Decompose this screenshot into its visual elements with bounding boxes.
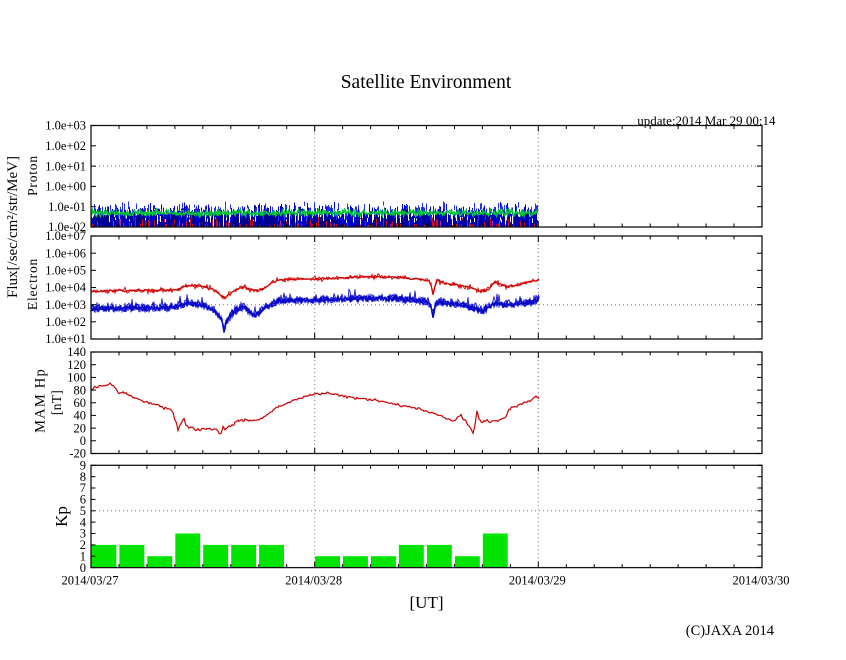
svg-text:120: 120	[67, 358, 86, 372]
svg-text:MAM Hp: MAM Hp	[33, 368, 49, 433]
svg-text:0: 0	[80, 434, 86, 448]
svg-text:140: 140	[67, 345, 86, 359]
svg-text:1.0e+06: 1.0e+06	[45, 246, 86, 260]
svg-text:Satellite Environment: Satellite Environment	[341, 72, 512, 93]
svg-text:1.0e+04: 1.0e+04	[45, 281, 86, 295]
svg-text:1.0e+05: 1.0e+05	[45, 264, 86, 278]
svg-text:5: 5	[80, 504, 86, 518]
svg-text:update:2014 Mar 29 00:14: update:2014 Mar 29 00:14	[637, 113, 776, 128]
svg-text:60: 60	[74, 396, 87, 410]
svg-text:8: 8	[80, 470, 86, 484]
svg-text:1.0e+02: 1.0e+02	[45, 315, 86, 329]
svg-text:1.0e+03: 1.0e+03	[45, 298, 86, 312]
svg-text:Kp: Kp	[52, 506, 71, 527]
svg-text:1.0e+03: 1.0e+03	[45, 119, 86, 133]
svg-text:1.0e+01: 1.0e+01	[45, 332, 86, 346]
svg-text:6: 6	[80, 493, 86, 507]
svg-text:7: 7	[80, 481, 86, 495]
svg-text:2: 2	[80, 538, 86, 552]
svg-text:(C)JAXA 2014: (C)JAXA 2014	[686, 623, 775, 639]
svg-text:1.0e+07: 1.0e+07	[45, 229, 86, 243]
svg-text:80: 80	[74, 383, 87, 397]
svg-text:9: 9	[80, 459, 86, 473]
svg-text:2014/03/30: 2014/03/30	[733, 574, 790, 588]
svg-text:40: 40	[74, 409, 87, 423]
svg-text:0: 0	[80, 561, 86, 575]
svg-text:1.0e+00: 1.0e+00	[45, 180, 86, 194]
svg-text:Electron: Electron	[25, 258, 40, 310]
svg-text:-20: -20	[69, 447, 86, 461]
svg-text:Flux[/sec/cm²/str/MeV]: Flux[/sec/cm²/str/MeV]	[5, 156, 21, 298]
svg-text:1.0e-02: 1.0e-02	[48, 220, 86, 234]
svg-text:100: 100	[67, 371, 86, 385]
svg-text:2014/03/29: 2014/03/29	[509, 574, 566, 588]
svg-text:1.0e-01: 1.0e-01	[48, 200, 86, 214]
svg-text:[nT]: [nT]	[49, 390, 64, 415]
svg-text:2014/03/27: 2014/03/27	[62, 574, 119, 588]
svg-text:2014/03/28: 2014/03/28	[285, 574, 342, 588]
svg-text:1: 1	[80, 549, 86, 563]
svg-text:4: 4	[80, 515, 87, 529]
svg-text:3: 3	[80, 527, 86, 541]
svg-text:[UT]: [UT]	[410, 593, 444, 612]
svg-text:1.0e+01: 1.0e+01	[45, 159, 86, 173]
svg-text:1.0e+02: 1.0e+02	[45, 139, 86, 153]
svg-text:20: 20	[74, 421, 87, 435]
svg-text:Proton: Proton	[25, 155, 40, 196]
